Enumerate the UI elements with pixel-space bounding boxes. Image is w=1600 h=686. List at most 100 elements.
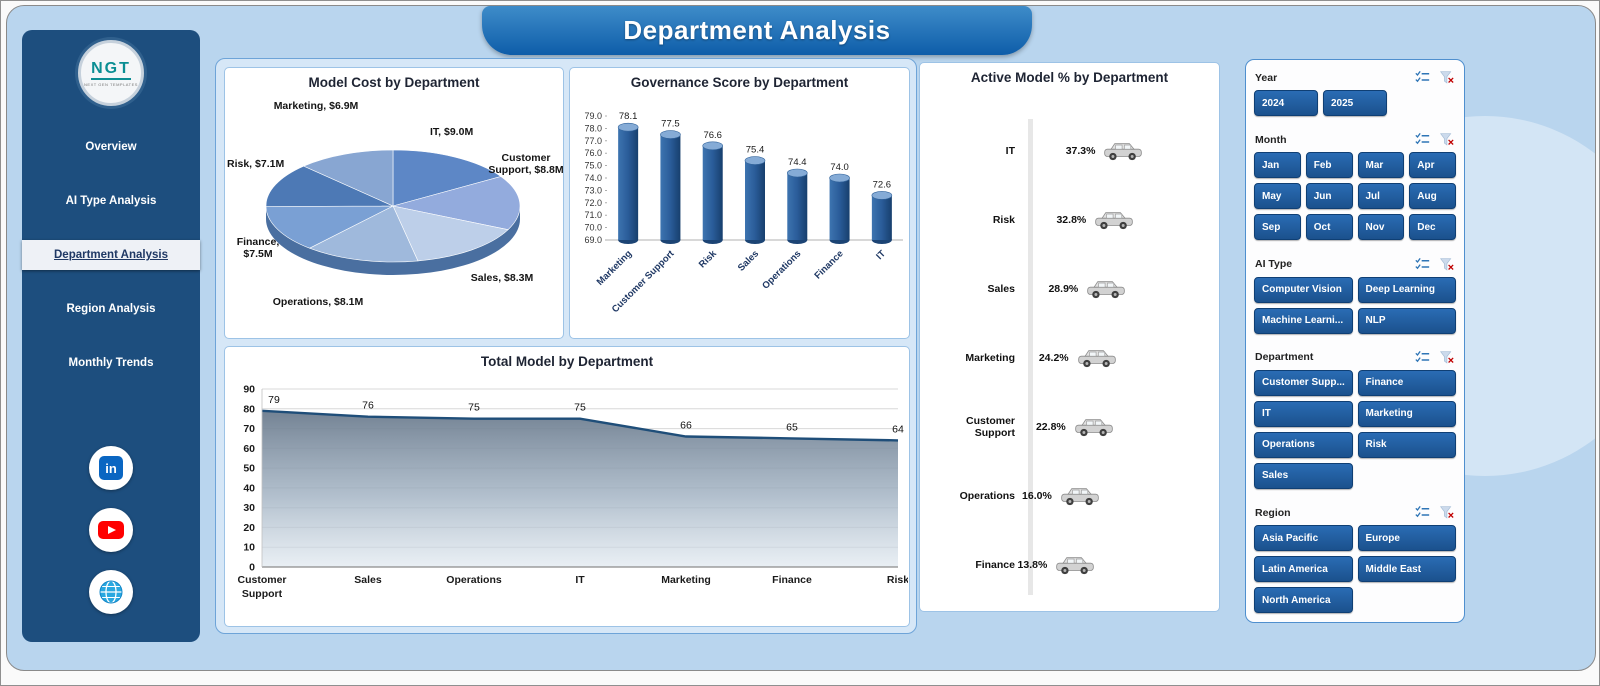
active-model-row-sales: Sales 28.9%	[930, 255, 1211, 324]
multi-select-icon[interactable]	[1414, 505, 1431, 520]
pie-label-risk: Risk, $7.1M	[227, 158, 285, 170]
slicer-year: Year 2024 2025	[1254, 69, 1456, 116]
clear-filter-icon[interactable]	[1438, 350, 1455, 365]
car-icon	[1072, 416, 1116, 438]
svg-text:90: 90	[243, 384, 255, 396]
slicer-option-marketing[interactable]: Marketing	[1357, 400, 1456, 427]
slicer-option-may[interactable]: May	[1254, 183, 1301, 210]
slicer-option-latin-america[interactable]: Latin America	[1254, 556, 1353, 582]
slicer-option-jul[interactable]: Jul	[1357, 183, 1405, 210]
youtube-icon[interactable]	[89, 508, 133, 552]
slicer-option-sep[interactable]: Sep	[1254, 214, 1301, 241]
pie-label-finance: Finance, $7.5M	[236, 236, 280, 261]
svg-text:75.4: 75.4	[745, 145, 764, 156]
clear-filter-icon[interactable]	[1438, 505, 1455, 520]
row-label: Customer Support	[965, 414, 1015, 439]
clear-filter-icon[interactable]	[1438, 257, 1455, 272]
pie-label-customer-support: Customer Support, $8.8M	[488, 152, 564, 177]
sidebar-item-monthly-trends[interactable]: Monthly Trends	[68, 357, 154, 369]
bar-chart-card: Governance Score by Department 79.0 78.0 7…	[569, 67, 910, 339]
active-model-row-marketing: Marketing 24.2%	[930, 324, 1211, 393]
slicer-option-customer-supp[interactable]: Customer Supp...	[1254, 369, 1353, 396]
svg-text:74.0: 74.0	[830, 162, 849, 173]
slicer-option-oct[interactable]: Oct	[1305, 214, 1353, 241]
slicer-option-asia-pacific[interactable]: Asia Pacific	[1254, 525, 1353, 551]
svg-text:Risk: Risk	[887, 574, 908, 586]
sidebar-item-overview[interactable]: Overview	[85, 141, 137, 153]
slicer-option-2025[interactable]: 2025	[1323, 90, 1387, 116]
website-icon[interactable]	[89, 570, 133, 614]
slicer-option-europe[interactable]: Europe	[1357, 525, 1456, 551]
slicer-option-feb[interactable]: Feb	[1305, 152, 1353, 179]
slicer-option-north-america[interactable]: North America	[1254, 587, 1353, 613]
page-title: Department Analysis	[623, 15, 891, 45]
active-model-row-risk: Risk 32.8%	[930, 186, 1211, 255]
row-value: 16.0%	[1022, 489, 1052, 502]
slicer-option-machine-learni[interactable]: Machine Learni...	[1254, 307, 1353, 334]
slicer-option-finance[interactable]: Finance	[1357, 369, 1456, 396]
slicer-option-operations[interactable]: Operations	[1254, 431, 1353, 458]
multi-select-icon[interactable]	[1414, 257, 1431, 272]
svg-text:75: 75	[574, 402, 586, 414]
linkedin-icon[interactable]: in	[89, 446, 133, 490]
slicer-option-nlp[interactable]: NLP	[1357, 307, 1456, 334]
area-chart-svg: 0 10 20 30 40 50 60 70 80 90 79 76 75 75 66 65 64 Custome…	[237, 384, 908, 601]
svg-text:0: 0	[249, 562, 255, 574]
multi-select-icon[interactable]	[1414, 350, 1431, 365]
svg-text:10: 10	[243, 542, 255, 554]
dashboard-container: Department Analysis NGT NEXT GEN TEMPLAT…	[6, 5, 1596, 671]
slicer-option-apr[interactable]: Apr	[1409, 152, 1456, 179]
slicer-option-nov[interactable]: Nov	[1357, 214, 1405, 241]
sidebar-item-department-analysis[interactable]: Department Analysis	[22, 240, 200, 270]
svg-text:in: in	[105, 461, 117, 476]
svg-text:76.6: 76.6	[703, 130, 722, 141]
active-model-rows: IT 37.3% Risk 32.8% Sales 28.9% Marketing 24.2%…	[930, 117, 1211, 599]
slicer-option-aug[interactable]: Aug	[1409, 183, 1456, 210]
sidebar: NGT NEXT GEN TEMPLATES Overview AI Type A…	[22, 30, 200, 642]
row-value: 37.3%	[1065, 145, 1096, 158]
sidebar-item-ai-type-analysis[interactable]: AI Type Analysis	[65, 195, 157, 207]
charts-group: Model Cost by Department IT, $9.0M Custom…	[215, 58, 917, 634]
slicer-option-dec[interactable]: Dec	[1409, 214, 1456, 241]
slicer-option-computer-vision[interactable]: Computer Vision	[1254, 276, 1353, 303]
svg-text:76.0: 76.0	[584, 148, 602, 158]
slicer-option-middle-east[interactable]: Middle East	[1357, 556, 1456, 582]
svg-text:30: 30	[243, 502, 255, 514]
filter-panel: Year 2024 2025 Month Jan Feb Mar Apr May Jun Jul Au…	[1245, 59, 1465, 623]
svg-text:70.0: 70.0	[584, 223, 602, 233]
svg-text:79.0: 79.0	[584, 111, 602, 121]
svg-text:IT: IT	[575, 574, 585, 586]
svg-text:Operations: Operations	[760, 248, 803, 291]
slicer-option-it[interactable]: IT	[1254, 400, 1353, 427]
svg-text:78.1: 78.1	[618, 111, 637, 122]
svg-text:78.0: 78.0	[584, 123, 602, 133]
slicer-option-2024[interactable]: 2024	[1254, 90, 1318, 116]
svg-text:75: 75	[468, 402, 480, 414]
svg-text:70: 70	[243, 423, 255, 435]
slicer-option-jun[interactable]: Jun	[1305, 183, 1353, 210]
svg-text:80: 80	[243, 403, 255, 415]
slicer-option-sales[interactable]: Sales	[1254, 462, 1353, 489]
svg-text:Operations: Operations	[446, 574, 502, 586]
slicer-option-mar[interactable]: Mar	[1357, 152, 1405, 179]
slicer-option-jan[interactable]: Jan	[1254, 152, 1301, 179]
social-links: in	[22, 446, 200, 614]
multi-select-icon[interactable]	[1414, 132, 1431, 147]
pie-label-operations: Operations, $8.1M	[272, 296, 364, 308]
clear-filter-icon[interactable]	[1438, 132, 1455, 147]
logo-text: NGT	[91, 60, 131, 80]
slicer-month: Month Jan Feb Mar Apr May Jun Jul Aug Sep Oct Nov De…	[1254, 131, 1456, 241]
multi-select-icon[interactable]	[1414, 70, 1431, 85]
slicer-title-region: Region	[1255, 506, 1291, 519]
svg-text:73.0: 73.0	[584, 185, 602, 195]
sidebar-item-region-analysis[interactable]: Region Analysis	[66, 303, 156, 315]
slicer-option-deep-learning[interactable]: Deep Learning	[1357, 276, 1456, 303]
slicer-option-risk[interactable]: Risk	[1357, 431, 1456, 458]
svg-text:Sales: Sales	[354, 574, 382, 586]
svg-text:Finance: Finance	[772, 574, 812, 586]
slicer-region: Region Asia Pacific Europe Latin America Mid…	[1254, 504, 1456, 613]
pie-labels: IT, $9.0M Customer Support, $8.8M Sales, $…	[225, 90, 564, 334]
slicer-title-year: Year	[1255, 71, 1278, 84]
clear-filter-icon[interactable]	[1438, 70, 1455, 85]
